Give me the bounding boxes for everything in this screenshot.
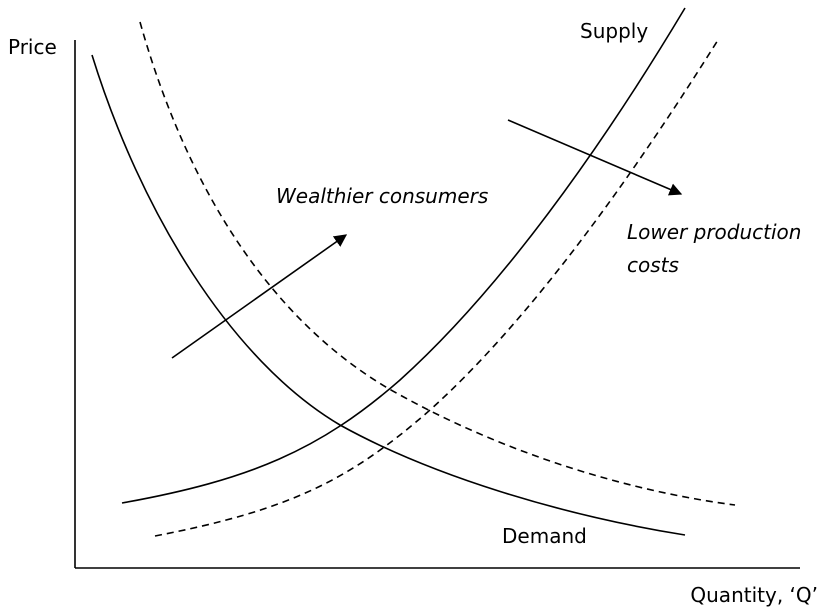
- y-axis-label: Price: [8, 35, 57, 59]
- supply-shift-arrow: [507, 119, 683, 196]
- supply-shift-label: costs: [627, 253, 679, 277]
- demand-curve: [91, 54, 686, 536]
- demand-shift-arrow: [171, 234, 348, 359]
- supply-curve: [121, 7, 686, 504]
- supply-shift-label: Lower production: [627, 220, 801, 244]
- x-axis-label: Quantity, ‘Q’: [690, 583, 818, 607]
- supply-curve-shifted: [154, 39, 719, 537]
- supply-label: Supply: [580, 19, 648, 43]
- demand-curve-shifted: [139, 21, 736, 506]
- demand-label: Demand: [502, 524, 587, 548]
- demand-shift-label: Wealthier consumers: [276, 184, 488, 208]
